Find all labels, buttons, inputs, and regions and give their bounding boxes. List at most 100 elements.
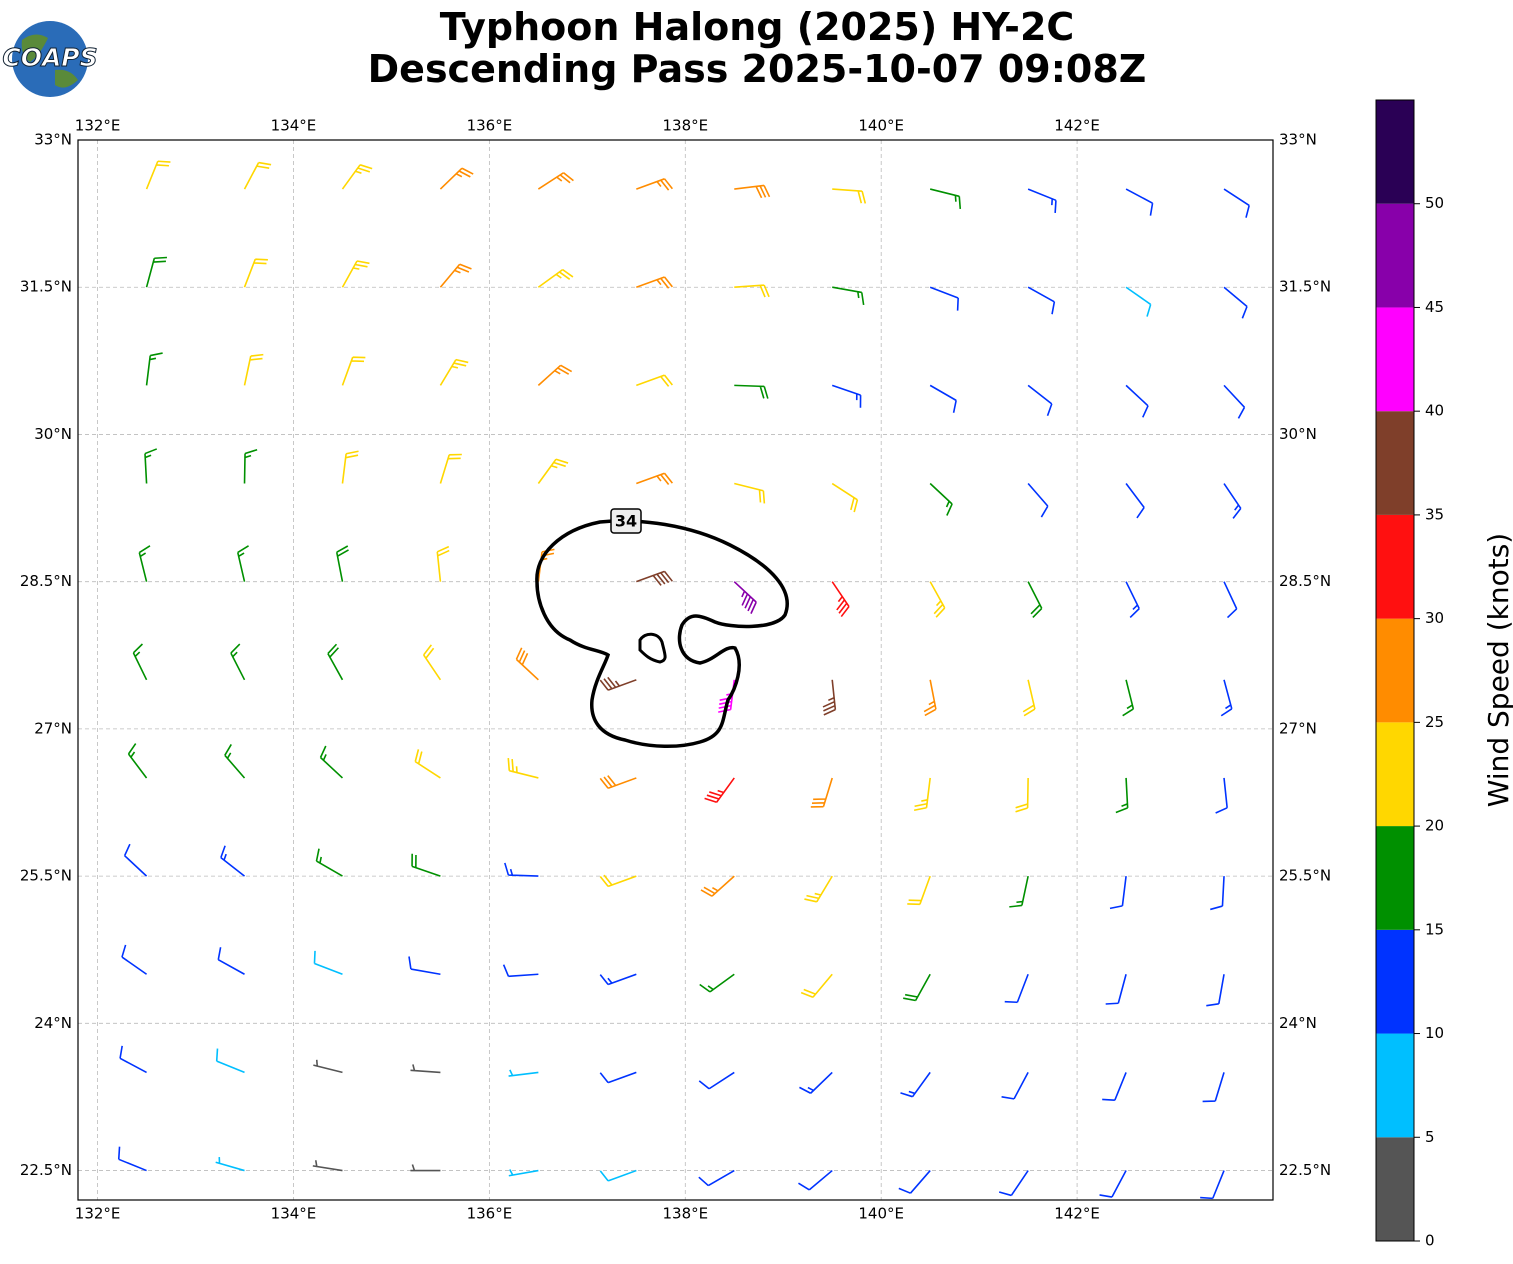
wind-barb [907,875,931,906]
wind-barb [117,1146,147,1172]
wind-barb [215,1048,245,1074]
wind-barb [913,777,931,812]
colorbar-tick-label: 20 [1425,817,1444,835]
colorbar-tick-label: 25 [1425,713,1444,731]
wind-barb [734,482,766,504]
wind-barb [831,581,850,618]
wind-barb [798,1169,833,1191]
colorbar-segment [1376,722,1414,827]
wind-barb [408,956,441,976]
wind-barb [1027,384,1053,417]
wind-barb [341,260,370,288]
colorbar-segment [1376,826,1414,930]
wind-barb [810,777,833,808]
y-tick-label: 24°N [34,1014,72,1032]
colorbar-tick-label: 0 [1425,1232,1435,1250]
x-tick-label: 134°E [271,117,317,135]
wind-barb [217,947,245,975]
x-tick-label: 136°E [467,117,513,135]
wind-barb [335,545,349,582]
wind-barb [700,875,735,897]
colorbar-tick-label: 35 [1425,505,1444,523]
colorbar-segment [1376,411,1414,515]
wind-barb [1223,188,1250,218]
colorbar-tick-label: 10 [1425,1024,1444,1042]
x-tick-label: 134°E [271,1205,317,1223]
wind-barb [599,1169,637,1182]
wind-barb [929,384,957,413]
wind-barb [145,256,168,288]
wind-barb [698,1169,735,1187]
wind-barb [1099,1170,1127,1198]
wind-barb [410,1164,441,1172]
y-tick-label: 25.5°N [20,867,72,885]
wind-barb [422,644,442,681]
wind-barb [439,453,462,484]
wind-barb [1109,876,1127,910]
wind-barb [515,647,539,681]
y-tick-label: 28.5°N [20,572,72,590]
wind-barb [699,973,735,993]
wind-barb [929,581,946,618]
contour-label-box [610,508,642,534]
x-tick-label: 132°E [75,1205,121,1223]
wind-barb [599,1071,637,1084]
logo: COAPS [2,21,98,97]
wind-barb [1027,482,1049,518]
contour-34kt-inner [638,632,667,664]
colorbar [1375,99,1420,1242]
y-tick-label: 25.5°N [1279,867,1331,885]
y-tick-label: 24°N [1279,1014,1317,1032]
wind-barb [1223,581,1238,619]
wind-barb [138,545,151,582]
wind-barb [220,845,246,877]
y-tick-label: 28.5°N [1279,572,1331,590]
wind-barb [504,862,539,877]
wind-barb [327,643,344,681]
wind-barb [599,973,637,986]
wind-barb [831,482,859,513]
wind-barb [636,374,673,387]
wind-barb [313,1059,343,1074]
wind-barb [439,263,472,288]
y-tick-label: 27°N [34,719,72,737]
wind-barb [1200,1170,1225,1200]
wind-barb [1125,483,1145,519]
wind-barb [123,843,148,877]
colorbar-segment [1376,618,1414,723]
wind-barb [929,286,959,311]
contour-label: 34 [615,512,637,531]
wind-barb [1125,384,1149,418]
wind-barb [236,545,249,582]
colorbar-tick-label: 45 [1425,298,1444,316]
wind-barb [1027,581,1043,618]
wind-barb [1105,974,1127,1005]
wind-barb [243,258,268,288]
wind-barb [1220,679,1233,717]
wind-barb [800,973,833,998]
wind-barb [145,352,163,386]
wind-barb [1223,483,1242,519]
y-tick-label: 22.5°N [1279,1161,1331,1179]
x-tick-label: 138°E [662,1205,708,1223]
wind-barb [410,1064,441,1074]
wind-barb [900,1071,931,1098]
wind-barb [636,472,673,486]
x-tick-label: 136°E [467,1205,513,1223]
wind-barb [121,944,148,975]
x-tick-label: 132°E [75,117,121,135]
y-tick-label: 33°N [34,131,72,149]
wind-barb [636,276,673,289]
wind-barb [319,745,344,779]
x-tick-label: 138°E [662,117,708,135]
wind-barb [822,679,837,716]
wind-barb [1223,286,1248,319]
x-tick-label: 140°E [858,117,904,135]
wind-barb [341,356,366,386]
wind-barb [243,353,264,386]
logo-text: COAPS [2,43,97,72]
wind-barb [1122,679,1135,717]
logo-land [21,34,78,88]
colorbar-tick-label: 15 [1425,920,1444,938]
